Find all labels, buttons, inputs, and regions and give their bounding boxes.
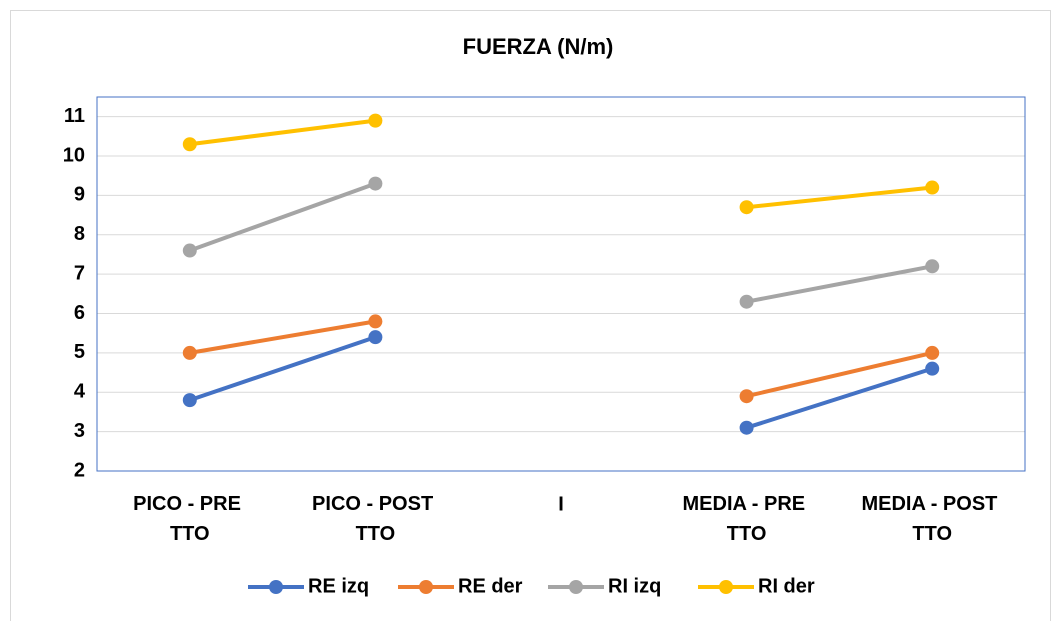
data-point xyxy=(182,345,197,360)
plot-border xyxy=(96,96,1026,472)
x-tick-label: I xyxy=(558,493,564,515)
y-tick-label: 8 xyxy=(74,223,85,245)
series-line xyxy=(189,118,376,147)
series-line xyxy=(746,350,933,399)
x-tick-line: PICO - POST xyxy=(312,493,439,515)
data-point xyxy=(368,113,383,128)
series-line xyxy=(189,335,377,403)
legend-marker xyxy=(719,580,733,594)
data-point xyxy=(368,176,383,191)
data-point xyxy=(925,345,940,360)
x-tick-line: TTO xyxy=(356,523,396,545)
series-line xyxy=(189,181,377,253)
y-tick-label: 4 xyxy=(74,381,86,403)
x-tick-line: TTO xyxy=(912,523,952,545)
data-point xyxy=(182,393,197,408)
data-point xyxy=(739,420,754,435)
x-tick-line: MEDIA - PRE xyxy=(683,493,811,515)
x-tick-line: TTO xyxy=(170,523,210,545)
series-line xyxy=(746,264,933,304)
x-tick-line: MEDIA - POST xyxy=(861,493,1002,515)
series-line xyxy=(745,366,933,430)
y-tick-label: 7 xyxy=(74,262,85,284)
y-tick-label: 10 xyxy=(63,144,85,166)
data-point xyxy=(739,200,754,215)
y-tick-label: 3 xyxy=(74,420,85,442)
legend-label: RE izq xyxy=(308,575,369,597)
data-point xyxy=(925,180,940,195)
legend-label: RE der xyxy=(458,575,523,597)
chart-border xyxy=(10,10,1051,621)
legend-marker xyxy=(569,580,583,594)
x-tick-label: PICO - PRE TTO xyxy=(133,493,246,545)
y-tick-label: 11 xyxy=(64,105,85,127)
series-line xyxy=(746,185,933,210)
y-tick-label: 5 xyxy=(74,341,85,363)
x-tick-line: TTO xyxy=(727,523,767,545)
legend-label: RI der xyxy=(758,575,815,597)
x-tick-label: MEDIA - PRE TTO xyxy=(683,493,811,545)
data-point xyxy=(368,314,383,329)
chart-title: FUERZA (N/m) xyxy=(463,34,614,59)
x-tick-label: MEDIA - POST TTO xyxy=(861,493,1002,545)
data-point xyxy=(368,330,383,345)
x-tick-line: PICO - PRE xyxy=(133,493,246,515)
data-point xyxy=(739,389,754,404)
data-point xyxy=(925,361,940,376)
data-point xyxy=(739,294,754,309)
data-point xyxy=(182,243,197,258)
x-tick-label: PICO - POST TTO xyxy=(312,493,439,545)
data-point xyxy=(925,259,940,274)
y-tick-label: 6 xyxy=(74,302,85,324)
data-point xyxy=(182,137,197,152)
series-line xyxy=(189,319,376,355)
y-tick-label: 2 xyxy=(74,459,85,481)
legend-marker xyxy=(419,580,433,594)
legend-label: RI izq xyxy=(608,575,661,597)
legend-marker xyxy=(269,580,283,594)
y-tick-label: 9 xyxy=(74,184,85,206)
